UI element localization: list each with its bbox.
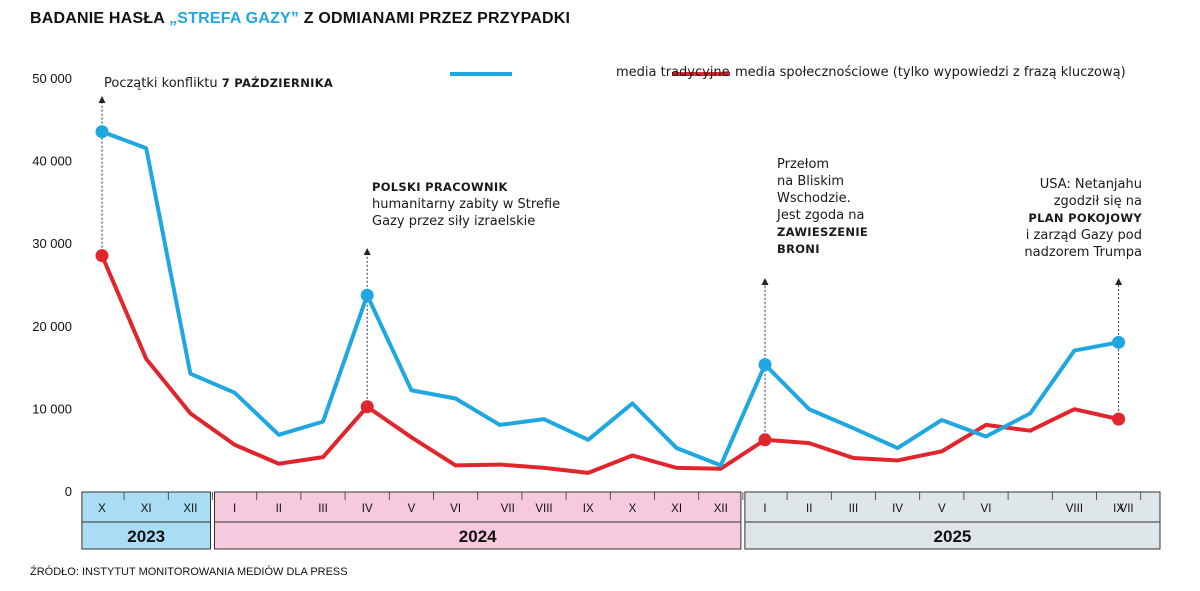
highlight-points [95,125,1126,447]
annotation-ceasefire-l1: Przełom [777,157,830,172]
point-traditional [360,400,374,414]
point-traditional [95,249,109,263]
month-label: VII [501,503,515,515]
year-band [214,491,742,550]
legend-social-label: media społecznościowe (tylko wypowiedzi … [735,65,1126,80]
y-tick-label: 20 000 [32,319,72,334]
annotation-aid-worker: POLSKI PRACOWNIK humanitarny zabity w St… [372,179,560,230]
legend: media tradycyjne media społecznościowe (… [450,62,1190,86]
series-lines [100,129,1121,475]
annotation-peace-plan-b1: PLAN POKOJOWY [1028,211,1142,225]
y-tick-label: 30 000 [32,236,72,251]
y-tick-label: 10 000 [32,401,72,416]
annotation-ceasefire-l3: Wschodzie. [777,191,851,206]
annotation-aid-worker-bold: POLSKI PRACOWNIK [372,180,508,194]
annotation-peace-plan-l5: nadzorem Trumpa [1024,245,1142,260]
month-label: IV [362,503,373,515]
month-label: VII [1120,503,1134,515]
month-label: VI [450,503,461,515]
y-axis: 0 10 000 20 000 30 000 40 000 50 000 [32,71,72,499]
annotation-arrowhead [761,278,769,285]
annotation-october-7-text: Początki konfliktu [104,76,222,91]
legend-traditional-swatch [672,72,730,76]
month-label: XI [141,503,152,515]
year-band [744,491,1161,550]
y-tick-label: 40 000 [32,154,72,169]
year-label: 2025 [934,527,972,546]
series-line-social [100,129,1121,468]
annotation-arrowhead [98,96,106,103]
annotation-peace-plan-l2: zgodził się na [1053,194,1142,209]
month-label: IX [583,503,594,515]
month-label: IX [1113,503,1124,515]
chart-title: BADANIE HASŁA „STREFA GAZY” Z ODMIANAMI … [30,10,570,28]
month-label: VI [981,503,992,515]
month-label: II [276,503,282,515]
month-label: IV [892,503,903,515]
annotation-peace-plan-l4: i zarząd Gazy pod [1025,228,1142,243]
annotation-peace-plan-l1: USA: Netanjahu [1039,177,1142,192]
month-label: X [98,503,106,515]
month-label: V [408,503,416,515]
annotation-arrowhead [363,248,371,255]
annotation-arrowhead [1115,278,1123,285]
y-tick-label: 50 000 [32,71,72,86]
point-social [1112,335,1126,349]
title-highlight: „STREFA GAZY” [169,10,300,27]
point-traditional [758,433,772,447]
source-note: ŹRÓDŁO: INSTYTUT MONITOROWANIA MEDIÓW DL… [30,566,348,578]
month-label: II [806,503,812,515]
annotation-ceasefire-b1: ZAWIESZENIE [777,225,869,239]
month-label: XI [671,503,682,515]
annotation-aid-worker-line2: humanitarny zabity w Strefie [372,197,561,212]
year-label: 2024 [459,527,497,546]
annotation-ceasefire-b2: BRONI [777,242,820,256]
month-label: VIII [1066,503,1083,515]
annotation-peace-plan: USA: Netanjahu zgodził się na PLAN POKOJ… [1024,176,1142,261]
annotation-arrows [98,96,1123,440]
y-tick-label: 0 [65,484,72,499]
annotation-ceasefire: Przełom na Bliskim Wschodzie. Jest zgoda… [777,156,868,258]
month-label: XII [714,503,728,515]
month-label: V [938,503,946,515]
annotation-ceasefire-l4: Jest zgoda na [777,208,865,223]
series-line-traditional [100,253,1121,475]
month-label: VIII [535,503,552,515]
month-label: XII [183,503,197,515]
month-label: I [233,503,236,515]
point-social [758,358,772,372]
month-label: III [849,503,859,515]
legend-traditional-label: media tradycyjne [616,65,730,80]
year-label: 2023 [127,527,165,546]
point-social [360,288,374,302]
title-post: Z ODMIANAMI PRZEZ PRZYPADKI [299,10,571,27]
title-pre: BADANIE HASŁA [30,10,170,27]
month-label: I [763,503,766,515]
point-traditional [1112,412,1126,426]
annotation-aid-worker-line3: Gazy przez siły izraelskie [372,214,536,229]
legend-social-swatch [450,72,512,76]
year-band [81,491,212,550]
annotation-ceasefire-l2: na Bliskim [777,174,845,189]
annotation-october-7: Początki konfliktu 7 PAŹDZIERNIKA [104,75,333,92]
month-label: III [318,503,328,515]
month-label: X [629,503,637,515]
annotation-october-7-bold: 7 PAŹDZIERNIKA [221,76,334,90]
point-social [95,125,109,139]
